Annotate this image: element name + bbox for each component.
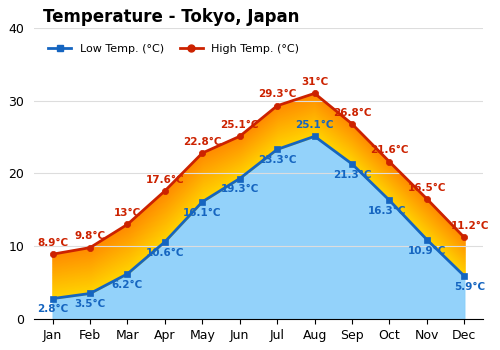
Text: 13°C: 13°C <box>114 208 141 218</box>
Text: 19.3°C: 19.3°C <box>220 184 259 194</box>
Low Temp. (°C) <box>462 274 468 278</box>
High Temp. (°C) <box>274 104 280 108</box>
Text: 16.1°C: 16.1°C <box>183 208 222 218</box>
High Temp. (°C) <box>162 189 168 193</box>
Low Temp. (°C) <box>237 176 243 181</box>
High Temp. (°C) <box>424 197 430 201</box>
Text: Temperature - Tokyo, Japan: Temperature - Tokyo, Japan <box>43 8 300 26</box>
High Temp. (°C) <box>237 134 243 138</box>
High Temp. (°C) <box>386 160 392 164</box>
Text: 23.3°C: 23.3°C <box>258 155 296 165</box>
Text: 21.3°C: 21.3°C <box>333 170 372 180</box>
Text: 16.3°C: 16.3°C <box>368 206 406 216</box>
Low Temp. (°C) <box>424 238 430 242</box>
Text: 5.9°C: 5.9°C <box>454 282 486 292</box>
Text: 2.8°C: 2.8°C <box>37 304 68 314</box>
Low Temp. (°C) <box>162 240 168 244</box>
Text: 31°C: 31°C <box>301 77 328 87</box>
High Temp. (°C) <box>462 235 468 239</box>
Text: 6.2°C: 6.2°C <box>112 280 143 290</box>
High Temp. (°C) <box>312 91 318 96</box>
Text: 11.2°C: 11.2°C <box>450 221 489 231</box>
High Temp. (°C) <box>349 122 355 126</box>
Text: 10.9°C: 10.9°C <box>408 245 446 256</box>
Text: 10.6°C: 10.6°C <box>146 248 184 258</box>
Text: 17.6°C: 17.6°C <box>146 175 184 184</box>
Text: 8.9°C: 8.9°C <box>37 238 68 248</box>
Text: 29.3°C: 29.3°C <box>258 89 296 99</box>
Text: 9.8°C: 9.8°C <box>74 231 106 241</box>
Low Temp. (°C) <box>349 162 355 166</box>
Low Temp. (°C) <box>312 134 318 138</box>
Text: 25.1°C: 25.1°C <box>220 120 259 130</box>
Line: High Temp. (°C): High Temp. (°C) <box>50 90 468 257</box>
Low Temp. (°C) <box>124 272 130 276</box>
Text: 26.8°C: 26.8°C <box>333 107 372 118</box>
Text: 22.8°C: 22.8°C <box>183 137 222 147</box>
Low Temp. (°C) <box>200 200 205 204</box>
Low Temp. (°C) <box>50 296 56 301</box>
Legend: Low Temp. (°C), High Temp. (°C): Low Temp. (°C), High Temp. (°C) <box>44 39 304 58</box>
High Temp. (°C) <box>124 222 130 226</box>
Low Temp. (°C) <box>386 198 392 202</box>
High Temp. (°C) <box>200 151 205 155</box>
Text: 16.5°C: 16.5°C <box>408 183 446 193</box>
High Temp. (°C) <box>50 252 56 256</box>
Text: 3.5°C: 3.5°C <box>74 299 106 309</box>
Low Temp. (°C) <box>274 147 280 152</box>
High Temp. (°C) <box>87 246 93 250</box>
Text: 25.1°C: 25.1°C <box>296 120 334 130</box>
Low Temp. (°C) <box>87 292 93 296</box>
Line: Low Temp. (°C): Low Temp. (°C) <box>50 133 468 302</box>
Text: 21.6°C: 21.6°C <box>370 146 408 155</box>
